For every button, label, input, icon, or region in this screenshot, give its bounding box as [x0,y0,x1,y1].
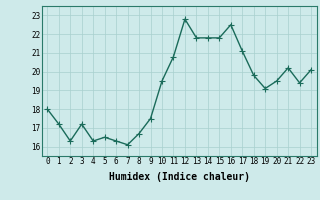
X-axis label: Humidex (Indice chaleur): Humidex (Indice chaleur) [109,172,250,182]
